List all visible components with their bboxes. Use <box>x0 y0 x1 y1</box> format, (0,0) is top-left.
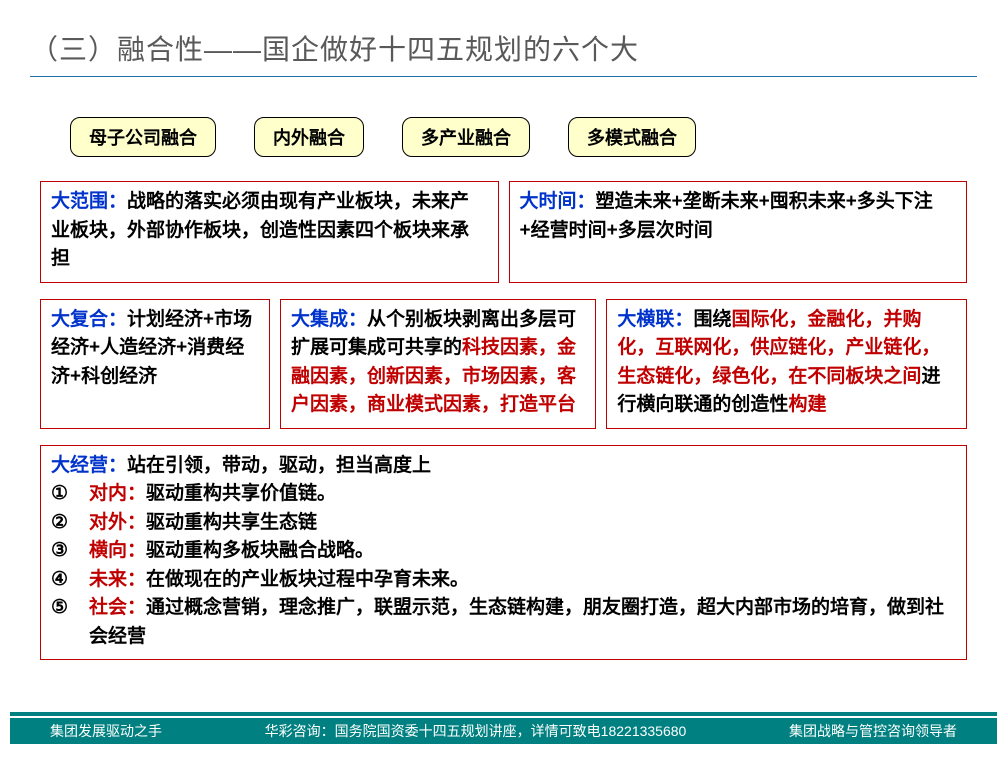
box-text: 站在引领，带动，驱动，担当高度上 <box>127 455 431 476</box>
title-area: （三）融合性——国企做好十四五规划的六个大 <box>0 0 1007 89</box>
list-lead: 对内： <box>89 483 146 504</box>
box-intro-line: 大经营：站在引领，带动，驱动，担当高度上 <box>51 452 956 481</box>
tab-row: 母子公司融合 内外融合 多产业融合 多模式融合 <box>70 117 967 157</box>
box-label: 大复合： <box>51 309 127 330</box>
footer-left: 集团发展驱动之手 <box>50 721 162 741</box>
box-label: 大时间： <box>520 191 596 212</box>
box-label: 大经营： <box>51 455 127 476</box>
page-title: （三）融合性——国企做好十四五规划的六个大 <box>30 28 977 68</box>
list-rest: 驱动重构共享生态链 <box>146 512 317 533</box>
box-label: 大范围： <box>51 191 127 212</box>
list-item: ③横向：驱动重构多板块融合战略。 <box>51 537 956 566</box>
box-list: ①对内：驱动重构共享价值链。②对外：驱动重构共享生态链③横向：驱动重构多板块融合… <box>51 480 956 651</box>
box-label: 大集成： <box>291 309 367 330</box>
tab-item: 多模式融合 <box>568 117 696 157</box>
list-number: ④ <box>51 566 89 595</box>
tab-item: 内外融合 <box>254 117 364 157</box>
box-dafuhe: 大复合：计划经济+市场经济+人造经济+消费经济+科创经济 <box>40 299 270 429</box>
box-label: 大横联： <box>617 309 693 330</box>
footer-bar: 集团发展驱动之手 华彩咨询：国务院国资委十四五规划讲座，详情可致电1822133… <box>10 718 997 744</box>
list-body: 未来：在做现在的产业板块过程中孕育未来。 <box>89 566 469 595</box>
footer-right: 集团战略与管控咨询领导者 <box>789 721 957 741</box>
tab-item: 多产业融合 <box>402 117 530 157</box>
list-number: ⑤ <box>51 594 89 651</box>
content-area: 母子公司融合 内外融合 多产业融合 多模式融合 大范围：战略的落实必须由现有产业… <box>0 89 1007 660</box>
list-item: ④未来：在做现在的产业板块过程中孕育未来。 <box>51 566 956 595</box>
box-dahenglian: 大横联：围绕国际化，金融化，并购化，互联网化，供应链化，产业链化，生态链化，绿色… <box>606 299 967 429</box>
list-number: ③ <box>51 537 89 566</box>
row-1: 大范围：战略的落实必须由现有产业板块，未来产业板块，外部协作板块，创造性因素四个… <box>40 181 967 283</box>
list-lead: 横向： <box>89 540 146 561</box>
box-dafanwei: 大范围：战略的落实必须由现有产业板块，未来产业板块，外部协作板块，创造性因素四个… <box>40 181 499 283</box>
list-body: 横向：驱动重构多板块融合战略。 <box>89 537 374 566</box>
footer-line <box>10 712 997 716</box>
footer-mid: 华彩咨询：国务院国资委十四五规划讲座，详情可致电18221335680 <box>265 721 687 741</box>
list-number: ② <box>51 509 89 538</box>
list-rest: 通过概念营销，理念推广，联盟示范，生态链构建，朋友圈打造，超大内部市场的培育，做… <box>89 597 944 647</box>
list-item: ①对内：驱动重构共享价值链。 <box>51 480 956 509</box>
tab-item: 母子公司融合 <box>70 117 216 157</box>
list-rest: 在做现在的产业板块过程中孕育未来。 <box>146 569 469 590</box>
list-body: 对内：驱动重构共享价值链。 <box>89 480 336 509</box>
list-rest: 驱动重构共享价值链。 <box>146 483 336 504</box>
row-2: 大复合：计划经济+市场经济+人造经济+消费经济+科创经济 大集成：从个别板块剥离… <box>40 299 967 429</box>
box-text: 围绕 <box>693 309 731 330</box>
list-rest: 驱动重构多板块融合战略。 <box>146 540 374 561</box>
box-dajicheng: 大集成：从个别板块剥离出多层可扩展可集成可共享的科技因素，金融因素，创新因素，市… <box>280 299 596 429</box>
title-underline <box>30 76 977 77</box>
box-dajingying: 大经营：站在引领，带动，驱动，担当高度上 ①对内：驱动重构共享价值链。②对外：驱… <box>40 445 967 661</box>
list-item: ②对外：驱动重构共享生态链 <box>51 509 956 538</box>
list-body: 社会：通过概念营销，理念推广，联盟示范，生态链构建，朋友圈打造，超大内部市场的培… <box>89 594 956 651</box>
list-lead: 未来： <box>89 569 146 590</box>
list-item: ⑤社会：通过概念营销，理念推广，联盟示范，生态链构建，朋友圈打造，超大内部市场的… <box>51 594 956 651</box>
list-number: ① <box>51 480 89 509</box>
box-dashijian: 大时间：塑造未来+垄断未来+囤积未来+多头下注+经营时间+多层次时间 <box>509 181 968 283</box>
list-lead: 对外： <box>89 512 146 533</box>
footer: 集团发展驱动之手 华彩咨询：国务院国资委十四五规划讲座，详情可致电1822133… <box>0 712 1007 744</box>
box-text-red: 构建 <box>788 394 826 415</box>
list-lead: 社会： <box>89 597 146 618</box>
list-body: 对外：驱动重构共享生态链 <box>89 509 317 538</box>
